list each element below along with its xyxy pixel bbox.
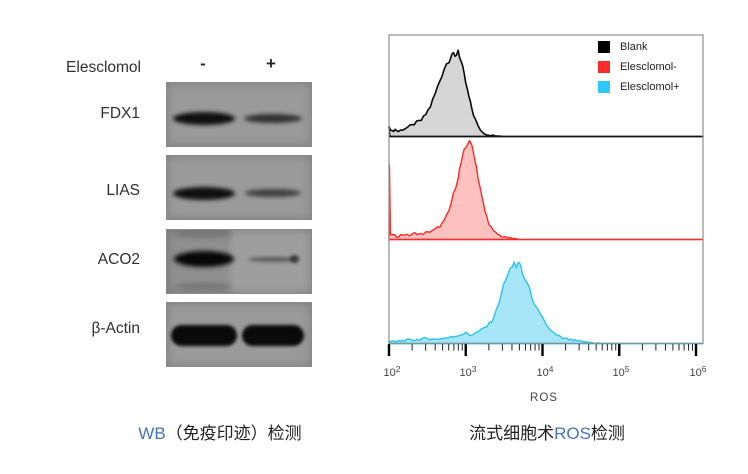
facs-caption: 流式细胞术ROS检测	[412, 419, 682, 444]
wb-caption-keyword: WB	[138, 424, 166, 443]
x-tick-1e4: 104	[536, 364, 554, 379]
facs-caption-prefix: 流式细胞术	[469, 424, 555, 443]
legend-label: Elesclomol+	[620, 81, 680, 93]
minus-lane-header: -	[200, 54, 206, 73]
treatment-name-label: Elesclomol	[66, 59, 141, 76]
x-axis-title: ROS	[530, 392, 558, 404]
legend-item-elesclomol-minus: Elesclomol-	[598, 57, 680, 77]
blot-image-lias	[166, 155, 312, 220]
x-tick-1e3: 103	[459, 364, 477, 379]
blot-image-bactin	[166, 302, 312, 367]
protein-label-lias: LIAS	[106, 182, 140, 199]
legend-item-blank: Blank	[598, 37, 680, 57]
facs-caption-suffix: 检测	[590, 424, 625, 443]
blot-image-aco2	[166, 229, 312, 294]
legend-item-elesclomol-plus: Elesclomol+	[598, 77, 680, 97]
blot-image-fdx1	[166, 82, 312, 147]
legend-label: Elesclomol-	[620, 61, 677, 73]
wb-caption: WB（免疫印迹）检测	[85, 419, 355, 444]
x-tick-1e2: 102	[383, 364, 401, 379]
protein-label-fdx1: FDX1	[100, 105, 140, 122]
protein-label-aco2: ACO2	[97, 251, 140, 268]
chart-legend: Blank Elesclomol- Elesclomol+	[598, 37, 680, 97]
facs-caption-keyword: ROS	[554, 424, 591, 443]
elesclomol-plus-swatch-icon	[598, 81, 610, 93]
blank-swatch-icon	[598, 41, 610, 53]
plus-lane-header: +	[266, 54, 276, 73]
wb-caption-rest: （免疫印迹）检测	[165, 424, 302, 443]
x-tick-1e6: 106	[689, 364, 707, 379]
legend-label: Blank	[620, 41, 648, 53]
protein-label-bactin: β-Actin	[91, 320, 140, 337]
x-tick-1e5: 105	[612, 364, 630, 379]
elesclomol-minus-swatch-icon	[598, 61, 610, 73]
